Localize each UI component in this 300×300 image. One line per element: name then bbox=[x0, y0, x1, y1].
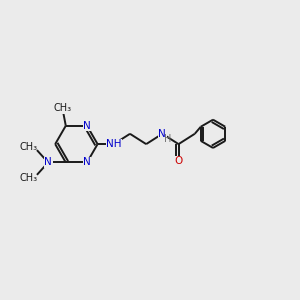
Text: CH₃: CH₃ bbox=[54, 103, 72, 113]
Text: CH₃: CH₃ bbox=[20, 173, 38, 183]
Text: N: N bbox=[158, 129, 166, 139]
Text: NH: NH bbox=[106, 139, 122, 149]
Text: N: N bbox=[83, 121, 91, 131]
Text: O: O bbox=[174, 157, 183, 166]
Text: CH₃: CH₃ bbox=[20, 142, 38, 152]
Text: N: N bbox=[44, 158, 52, 167]
Text: N: N bbox=[83, 158, 91, 167]
Text: H: H bbox=[164, 134, 171, 144]
